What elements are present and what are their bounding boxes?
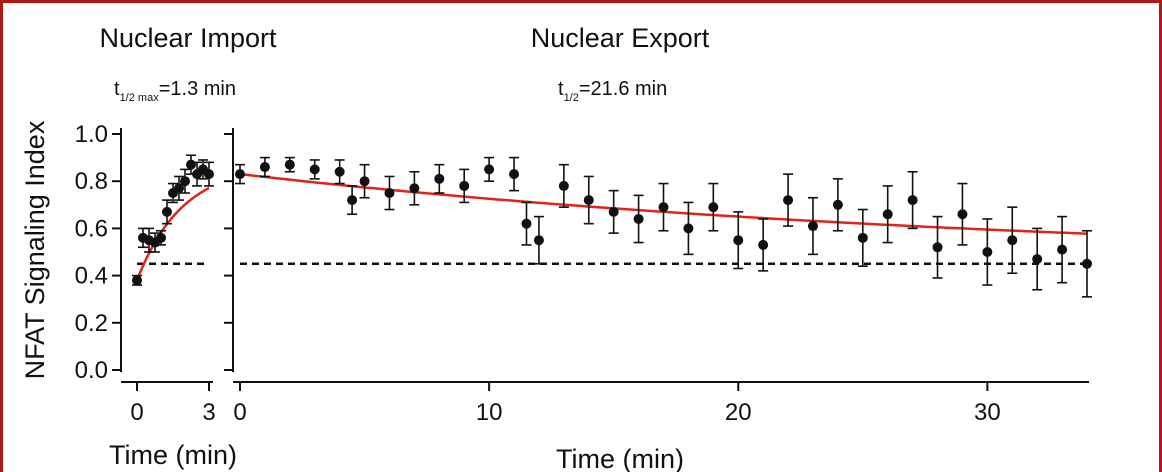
import-fit-curve bbox=[135, 186, 210, 281]
export-data-point bbox=[347, 195, 358, 206]
export-data-point bbox=[683, 223, 694, 234]
export-data-point bbox=[807, 221, 818, 232]
export-data-point bbox=[459, 180, 470, 191]
import-data-point bbox=[186, 159, 196, 170]
import-data-point bbox=[132, 275, 142, 286]
data-points-layer bbox=[132, 154, 1092, 298]
export-x-tick-label: 30 bbox=[974, 399, 1001, 426]
export-data-point bbox=[533, 235, 544, 246]
export-data-point bbox=[982, 247, 993, 257]
import-half-life-subscript: 1/2 max bbox=[120, 92, 160, 104]
y-tick-label: 0.2 bbox=[75, 310, 108, 337]
export-data-point bbox=[1057, 244, 1068, 255]
import-x-tick-label: 0 bbox=[130, 399, 143, 426]
y-axis-title: NFAT Signaling Index bbox=[20, 120, 50, 379]
export-x-tick-label: 20 bbox=[725, 399, 752, 426]
export-data-point bbox=[521, 218, 532, 229]
export-data-point bbox=[309, 164, 320, 175]
export-half-life-value: =21.6 min bbox=[579, 78, 667, 100]
export-data-point bbox=[758, 239, 769, 250]
import-data-point bbox=[174, 183, 184, 194]
export-data-point bbox=[907, 195, 918, 206]
export-data-point bbox=[733, 235, 744, 246]
import-x-axis-title: Time (min) bbox=[109, 440, 237, 470]
import-x-tick-label: 3 bbox=[202, 399, 215, 426]
import-data-point bbox=[180, 176, 190, 187]
export-data-point bbox=[434, 173, 445, 184]
export-half-life-subscript: 1/2 bbox=[564, 92, 579, 104]
export-data-point bbox=[658, 202, 669, 213]
export-data-point bbox=[509, 169, 520, 180]
export-data-point bbox=[558, 180, 569, 191]
export-data-point bbox=[235, 169, 245, 180]
y-tick-label: 0.8 bbox=[75, 168, 108, 195]
export-x-tick-label: 10 bbox=[476, 399, 503, 426]
y-tick-label: 0.4 bbox=[75, 263, 108, 290]
export-data-point bbox=[882, 209, 893, 220]
export-data-point bbox=[633, 213, 644, 224]
export-data-point bbox=[334, 166, 345, 177]
export-x-tick-label: 0 bbox=[233, 399, 246, 426]
export-data-point bbox=[259, 162, 270, 173]
export-data-point bbox=[957, 209, 968, 220]
export-data-point bbox=[608, 206, 619, 217]
export-data-point bbox=[409, 183, 420, 194]
export-data-point bbox=[832, 199, 843, 210]
export-data-point bbox=[932, 242, 943, 253]
import-data-point bbox=[156, 232, 166, 243]
export-x-axis-title: Time (min) bbox=[556, 444, 684, 472]
y-tick-label: 0.0 bbox=[75, 357, 108, 384]
export-data-point bbox=[1007, 235, 1018, 246]
import-half-life-label: t1/2 max=1.3 min bbox=[114, 78, 236, 104]
export-data-point bbox=[583, 195, 594, 206]
export-data-point bbox=[384, 188, 395, 198]
y-tick-label: 0.6 bbox=[75, 215, 108, 242]
export-data-point bbox=[484, 164, 495, 175]
import-half-life-t: t bbox=[114, 78, 120, 100]
axes-layer: 0.00.20.40.60.81.00 3 0 10 20 30 bbox=[75, 121, 1089, 426]
y-tick-label: 1.0 bbox=[75, 121, 108, 148]
export-data-point bbox=[708, 202, 719, 213]
export-data-point bbox=[857, 232, 868, 243]
export-half-life-label: t1/2=21.6 min bbox=[558, 78, 667, 104]
import-data-point bbox=[162, 206, 172, 217]
export-data-point bbox=[1082, 258, 1092, 269]
import-data-point bbox=[204, 169, 214, 180]
import-panel-title: Nuclear Import bbox=[99, 23, 277, 53]
export-half-life-t: t bbox=[558, 78, 564, 100]
export-data-point bbox=[783, 195, 794, 206]
export-data-point bbox=[359, 176, 370, 187]
export-data-point bbox=[1032, 254, 1043, 265]
export-panel-title: Nuclear Export bbox=[531, 23, 710, 53]
import-half-life-value: =1.3 min bbox=[159, 78, 236, 100]
export-data-point bbox=[284, 159, 295, 170]
